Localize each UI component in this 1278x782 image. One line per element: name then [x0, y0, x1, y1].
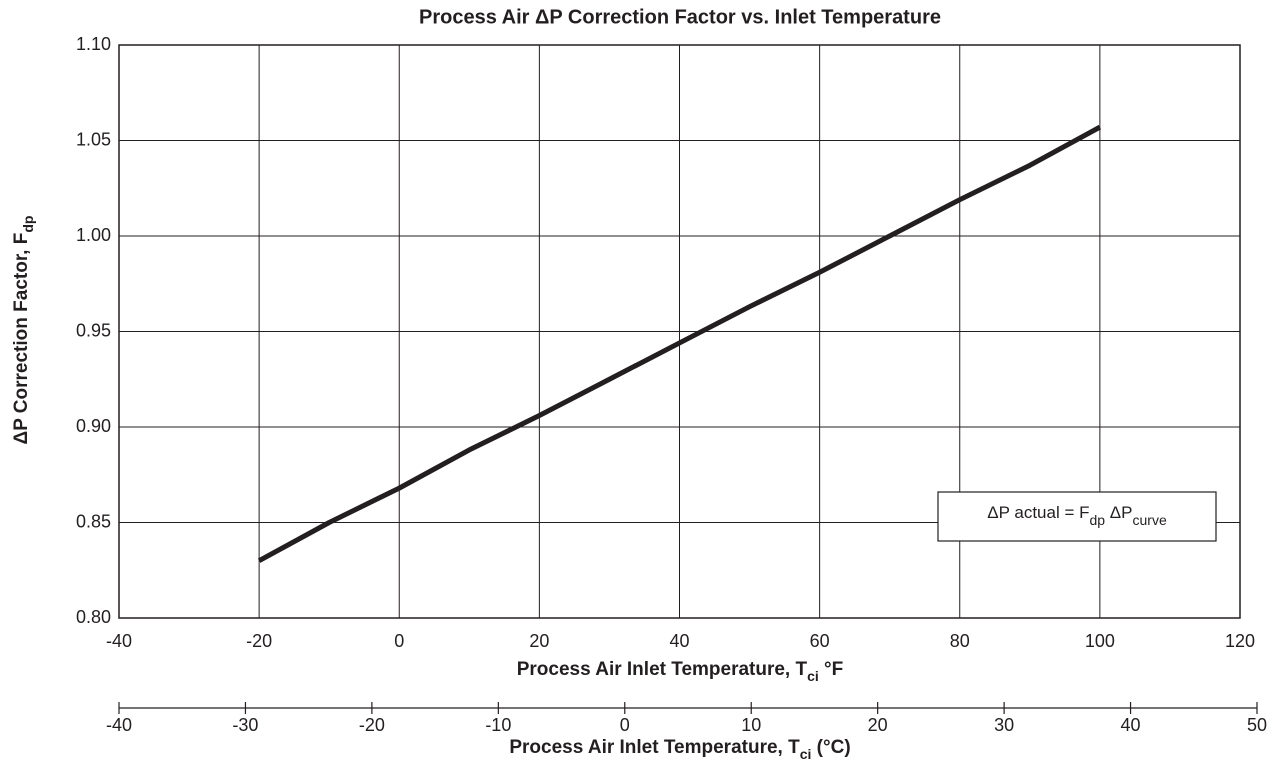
x-tick-label: 100: [1085, 631, 1115, 651]
y-tick-label: 1.10: [76, 34, 111, 54]
x2-tick-label: 10: [741, 715, 761, 735]
x2-tick-label: -20: [359, 715, 385, 735]
x2-tick-label: 0: [620, 715, 630, 735]
x-tick-label: 80: [950, 631, 970, 651]
annotation-part: ΔP: [1105, 503, 1132, 522]
y-tick-label: 1.05: [76, 129, 111, 149]
annotation-part: dp: [1090, 512, 1106, 528]
x-tick-label: 20: [529, 631, 549, 651]
x-axis-label-part: °F: [819, 659, 843, 680]
x2-tick-label: -40: [106, 715, 132, 735]
y-tick-label: 0.95: [76, 320, 111, 340]
x2-tick-label: 20: [868, 715, 888, 735]
y-axis-label: ΔP Correction Factor, Fdp: [11, 216, 36, 445]
x2-tick-label: 50: [1247, 715, 1267, 735]
x2-axis-label-part: ci: [800, 746, 812, 762]
annotation-box: [937, 491, 1217, 542]
x2-tick-label: 40: [1121, 715, 1141, 735]
plot-frame: [118, 44, 1241, 619]
x-tick-label: -40: [106, 631, 132, 651]
x-axis-label-part: ci: [807, 668, 819, 684]
x-tick-label: 120: [1225, 631, 1255, 651]
x2-axis-label: Process Air Inlet Temperature, Tci (°C): [509, 737, 850, 762]
x-tick-label: -20: [246, 631, 272, 651]
x2-tick-label: -30: [232, 715, 258, 735]
data-line: [257, 124, 1102, 563]
x2-axis-label-part: Process Air Inlet Temperature, T: [509, 737, 800, 758]
y-tick-label: 0.90: [76, 416, 111, 436]
y-tick-label: 1.00: [76, 225, 111, 245]
x2-tick-label: -10: [485, 715, 511, 735]
chart-title: Process Air ΔP Correction Factor vs. Inl…: [419, 6, 941, 28]
y-axis-label-part: ΔP Correction Factor, F: [11, 233, 32, 445]
annotation: ΔP actual = Fdp ΔPcurve: [987, 503, 1167, 527]
annotation-part: ΔP actual = F: [987, 503, 1089, 522]
x-tick-label: 60: [810, 631, 830, 651]
annotation-part: curve: [1133, 512, 1167, 528]
x-tick-label: 0: [394, 631, 404, 651]
x-tick-label: 40: [669, 631, 689, 651]
y-tick-label: 0.85: [76, 511, 111, 531]
x2-tick-label: 30: [994, 715, 1014, 735]
y-axis-label-part: dp: [20, 216, 36, 233]
x-axis-label-part: Process Air Inlet Temperature, T: [517, 659, 808, 680]
x-axis-label: Process Air Inlet Temperature, Tci °F: [517, 659, 844, 684]
y-tick-label: 0.80: [76, 607, 111, 627]
x2-axis-label-part: (°C): [811, 737, 850, 758]
